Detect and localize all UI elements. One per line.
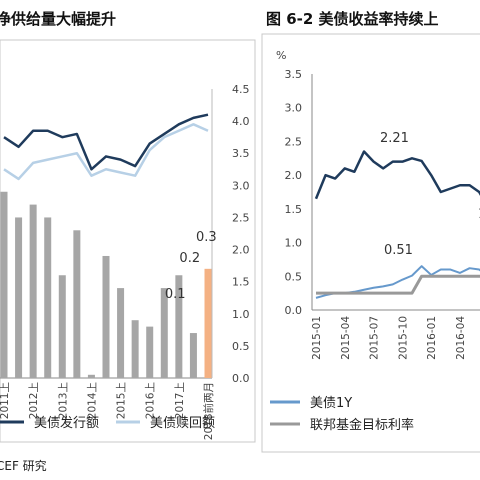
right-y-tick-label: 1.5 [285, 203, 303, 216]
left-bar [87, 374, 95, 378]
left-y-tick-label: 3.5 [232, 147, 250, 160]
source-note: CEF 研究 [0, 458, 47, 473]
left-x-tick-label: 2014上 [86, 382, 98, 419]
right-x-tick-label: 2015-01 [311, 316, 323, 360]
legend-label-issuance: 美债发行额 [34, 415, 99, 431]
left-bar [117, 288, 125, 378]
left-y-tick-label: 2.5 [232, 211, 250, 224]
left-line-redemption [3, 123, 209, 181]
left-bar [102, 255, 110, 378]
right-chart-frame [261, 33, 480, 453]
right-annotation: 0.51 [384, 243, 413, 258]
left-annotation: 0.2 [179, 251, 200, 266]
right-chart-title: 图 6-2 美债收益率持续上 [266, 10, 439, 28]
legend-label-redemption: 美债赎回额 [150, 416, 215, 431]
right-legend: 美债1Y 联邦基金目标利率 [270, 396, 414, 433]
right-x-tick-label: 2016-04 [455, 316, 467, 360]
left-y-tick-label: 3.0 [232, 179, 250, 192]
left-bar [204, 268, 212, 378]
left-bar [146, 326, 154, 378]
right-line-10y [314, 150, 480, 200]
left-bar [0, 191, 8, 378]
left-bar [160, 288, 168, 378]
right-y-tick-label: 3.5 [285, 68, 303, 81]
right-line-fed-rate [316, 274, 480, 295]
left-bar [29, 204, 37, 378]
left-x-tick-label: 2016上 [145, 382, 157, 419]
left-annotation: 0.3 [196, 230, 217, 245]
right-y-unit-label: % [276, 49, 286, 62]
left-bar [175, 275, 183, 378]
left-x-tick-label: 2011上 [0, 382, 11, 419]
right-annotation: 2.21 [380, 131, 409, 146]
left-bar [131, 320, 139, 378]
right-x-tick-label: 2015-10 [397, 316, 409, 360]
left-chart-frame [0, 39, 256, 443]
right-y-tick-label: 0.0 [285, 304, 303, 317]
right-plot-area: 0.0 0.5 1.0 1.5 2.0 2.5 3.0 3.5 2015-01 2015-04 20… [285, 68, 480, 360]
left-bar [44, 217, 52, 378]
left-bar [73, 230, 81, 378]
left-y-tick-label: 1.0 [232, 308, 250, 321]
left-chart-title: 净供给量大幅提升 [0, 10, 116, 28]
left-x-tick-label: 2013上 [57, 382, 69, 419]
left-y-tick-label: 4.5 [232, 83, 250, 96]
left-bar [58, 275, 66, 378]
left-bar [189, 333, 197, 378]
left-y-tick-label: 4.0 [232, 115, 250, 128]
right-y-tick-label: 0.5 [285, 270, 303, 283]
right-x-tick-label: 2015-04 [340, 316, 352, 360]
left-y-tick-label: 0.5 [232, 340, 250, 353]
left-x-tick-label: 2018前两月 [202, 382, 215, 440]
right-y-tick-label: 2.5 [285, 135, 303, 148]
right-x-tick-label: 2016-01 [426, 316, 438, 360]
left-y-tick-label: 2.0 [232, 244, 250, 257]
legend-label-1y: 美债1Y [310, 396, 352, 411]
right-y-tick-label: 2.0 [285, 169, 303, 182]
right-x-tick-label: 2015-07 [369, 316, 381, 360]
left-legend: 美债发行额 美债赎回额 [0, 415, 215, 431]
left-line-issuance [3, 113, 209, 171]
left-y-tick-label: 1.5 [232, 276, 250, 289]
left-x-tick-label: 2015上 [116, 382, 128, 419]
left-plot-area: 0.0 0.5 1.0 1.5 2.0 2.5 3.0 3.5 4.0 4.5 2011上 2012上… [0, 83, 250, 440]
left-bar [15, 217, 23, 378]
right-y-tick-label: 1.0 [285, 237, 303, 250]
left-x-tick-label: 2017上 [174, 382, 186, 419]
legend-label-fed-rate: 联邦基金目标利率 [310, 417, 414, 433]
right-y-tick-label: 3.0 [285, 102, 303, 115]
left-y-tick-label: 0.0 [232, 372, 250, 385]
right-annotation: 1 [478, 207, 480, 222]
left-x-tick-label: 2012上 [28, 382, 40, 419]
left-annotation: 0.1 [165, 287, 186, 302]
